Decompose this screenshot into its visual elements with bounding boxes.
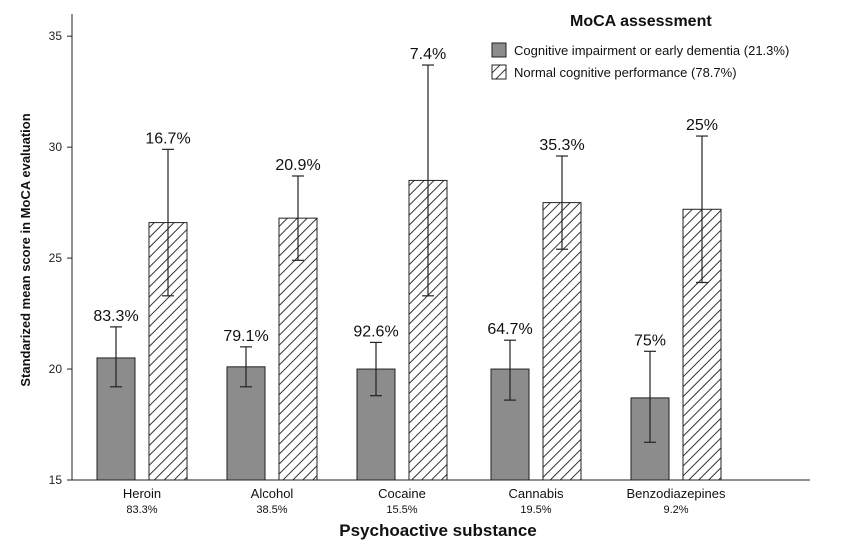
x-tick-label: Cocaine	[378, 486, 426, 501]
x-tick-label: Cannabis	[509, 486, 564, 501]
data-label-impairment: 75%	[634, 332, 666, 349]
category-share-label: 9.2%	[663, 504, 688, 516]
legend-swatch-normal	[491, 64, 507, 80]
bar-normal	[278, 217, 318, 481]
category-share-label: 15.5%	[386, 504, 417, 516]
data-label-normal: 25%	[686, 117, 718, 134]
x-tick-label: Heroin	[123, 486, 161, 501]
x-tick-label: Alcohol	[251, 486, 294, 501]
x-axis-label: Psychoactive substance	[339, 521, 536, 540]
data-label-impairment: 83.3%	[93, 308, 138, 325]
y-tick-label: 30	[49, 140, 63, 154]
y-tick-label: 15	[49, 473, 63, 487]
data-label-normal: 7.4%	[410, 46, 446, 63]
legend-title: MoCA assessment	[570, 13, 712, 30]
category-share-label: 83.3%	[126, 504, 157, 516]
y-tick-label: 35	[49, 29, 63, 43]
category-share-label: 19.5%	[520, 504, 551, 516]
data-label-impairment: 64.7%	[487, 321, 532, 338]
data-label-normal: 35.3%	[539, 137, 584, 154]
y-tick-label: 25	[49, 251, 63, 265]
legend-label-impairment: Cognitive impairment or early dementia (…	[514, 43, 789, 58]
x-tick-label: Benzodiazepines	[626, 486, 726, 501]
data-label-impairment: 92.6%	[353, 323, 398, 340]
legend-swatch-impairment	[491, 42, 507, 58]
data-label-normal: 16.7%	[145, 130, 190, 147]
category-share-label: 38.5%	[256, 504, 287, 516]
data-label-impairment: 79.1%	[223, 328, 268, 345]
y-tick-label: 20	[49, 362, 63, 376]
legend: MoCA assessment Cognitive impairment or …	[491, 13, 789, 80]
data-label-normal: 20.9%	[275, 157, 320, 174]
legend-label-normal: Normal cognitive performance (78.7%)	[514, 65, 737, 80]
y-axis-label: Standarized mean score in MoCA evaluatio…	[18, 113, 33, 386]
plot-area: 15 20 25 30 35 83.3% 16.7% Heroin 83.3% 79.1% 20.9…	[49, 14, 810, 516]
